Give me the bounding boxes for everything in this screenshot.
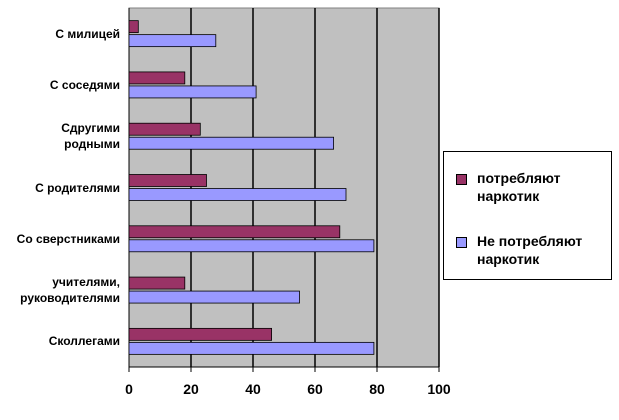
legend-label-series-1-line-2: наркотик	[477, 188, 540, 204]
legend-swatch-series-1	[456, 174, 467, 185]
bar-series-2-cat-3	[128, 136, 335, 150]
x-tick-label-3: 60	[307, 381, 323, 397]
legend-label-series-2: Не потребляют наркотик	[477, 232, 602, 268]
legend-item-series-1: потребляют наркотик	[456, 169, 602, 205]
bar-series-1-cat-3	[128, 122, 201, 136]
category-label-1-line-1: С милицей	[55, 26, 120, 41]
category-label-4-line-1: С родителями	[35, 180, 120, 195]
bar-series-2-cat-6	[128, 290, 300, 304]
category-label-3-line-1: Сдругими	[61, 121, 120, 136]
category-label-6-line-2: руководителями	[20, 291, 120, 306]
x-tick-label-1: 20	[183, 381, 199, 397]
category-label-4: С родителями	[2, 180, 120, 196]
x-tick-label-5: 100	[427, 381, 451, 397]
x-tick-label-0: 0	[125, 381, 133, 397]
category-label-6-line-1: учителями,	[52, 275, 120, 290]
bar-series-2-cat-5	[128, 239, 375, 253]
bar-series-2-cat-2	[128, 85, 257, 99]
legend-item-series-2: Не потребляют наркотик	[456, 232, 602, 268]
bar-series-1-cat-5	[128, 225, 341, 239]
category-label-3: Сдругими родными	[2, 120, 120, 152]
category-label-6: учителями, руководителями	[2, 274, 120, 306]
plot-area	[128, 7, 440, 368]
bar-series-1-cat-1	[128, 20, 139, 34]
legend-label-series-2-line-1: Не потребляют	[477, 233, 583, 249]
bar-series-1-cat-7	[128, 327, 273, 341]
x-tick-label-2: 40	[245, 381, 261, 397]
category-label-3-line-2: родными	[64, 137, 120, 152]
bar-series-1-cat-2	[128, 71, 186, 85]
category-label-2-line-1: С соседями	[49, 77, 120, 92]
category-label-1: С милицей	[2, 26, 120, 42]
category-label-5-line-1: Со сверстниками	[16, 231, 120, 246]
x-tick-label-4: 80	[369, 381, 385, 397]
bar-series-2-cat-4	[128, 188, 347, 201]
legend-swatch-series-2	[456, 237, 467, 248]
legend: потребляют наркотик Не потребляют наркотик	[443, 151, 612, 280]
category-label-2: С соседями	[2, 77, 120, 93]
legend-label-series-1: потребляют наркотик	[477, 169, 602, 205]
category-label-7-line-1: Сколлегами	[48, 334, 120, 349]
bar-series-1-cat-4	[128, 174, 207, 187]
category-label-5: Со сверстниками	[2, 231, 120, 247]
bar-series-1-cat-6	[128, 276, 186, 290]
legend-label-series-1-line-1: потребляют	[477, 170, 561, 186]
bar-series-2-cat-7	[128, 341, 375, 355]
bar-series-2-cat-1	[128, 34, 217, 48]
category-label-7: Сколлегами	[2, 333, 120, 349]
legend-label-series-2-line-2: наркотик	[477, 251, 540, 267]
